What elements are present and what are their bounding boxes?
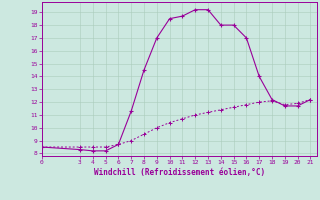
X-axis label: Windchill (Refroidissement éolien,°C): Windchill (Refroidissement éolien,°C) <box>94 168 265 177</box>
